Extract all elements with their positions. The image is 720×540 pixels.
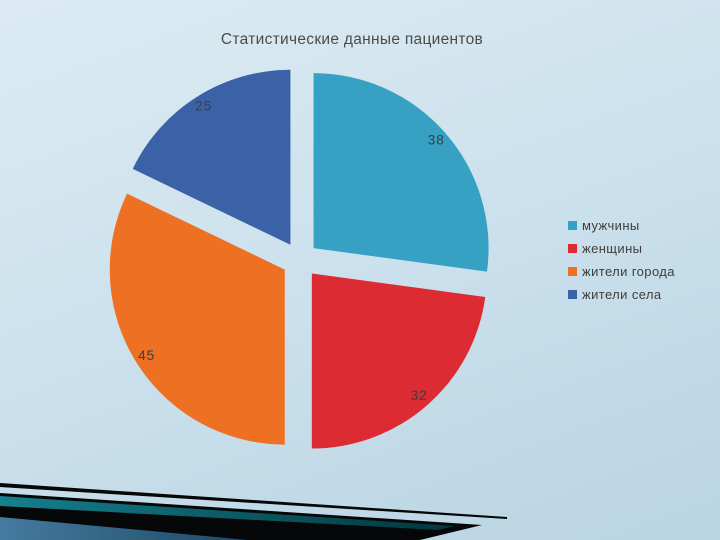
legend-item: жители города	[568, 260, 675, 283]
legend-item: жители села	[568, 283, 675, 306]
chart-title: Статистические данные пациентов	[220, 31, 484, 48]
pie-slice-3	[109, 193, 285, 445]
decor-blue-wedge	[0, 517, 248, 540]
pie-slice-1	[313, 73, 489, 272]
pie-slice-2	[311, 273, 486, 449]
legend-label: мужчины	[582, 218, 640, 233]
legend: мужчины женщины жители города жители села	[568, 214, 675, 306]
decor-teal-stripe	[0, 496, 455, 530]
decor-thin-line	[0, 483, 507, 519]
legend-label: жители города	[582, 264, 675, 279]
bottom-decoration	[0, 483, 507, 540]
slice-value-label: 45	[138, 348, 155, 363]
legend-swatch	[568, 221, 577, 230]
legend-item: мужчины	[568, 214, 675, 237]
slice-value-label: 25	[195, 98, 212, 113]
slice-value-label: 32	[411, 388, 428, 403]
slice-value-label: 38	[428, 132, 445, 147]
legend-swatch	[568, 267, 577, 276]
legend-label: женщины	[582, 241, 643, 256]
legend-swatch	[568, 244, 577, 253]
legend-swatch	[568, 290, 577, 299]
legend-label: жители села	[582, 287, 662, 302]
legend-item: женщины	[568, 237, 675, 260]
pie-slice-4	[132, 69, 291, 245]
